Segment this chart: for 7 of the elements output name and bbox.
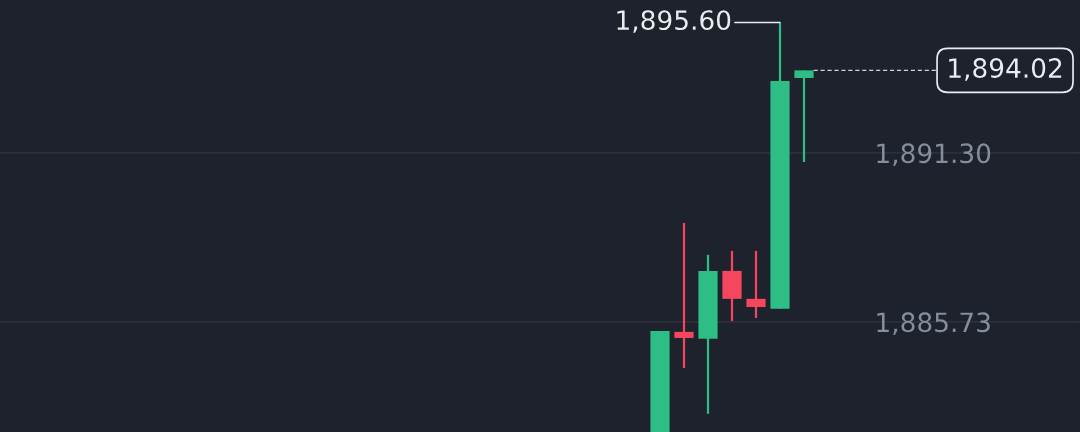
candlestick (674, 221, 694, 370)
candlestick (746, 249, 766, 320)
ref-line-label: 1,894.02 (949, 58, 1062, 81)
y-tick-label: 1,885.73 (877, 312, 990, 335)
y-tick-label: 1,891.30 (877, 143, 991, 166)
annotation: 1,895.60 (617, 10, 731, 33)
candlestick (794, 69, 814, 164)
